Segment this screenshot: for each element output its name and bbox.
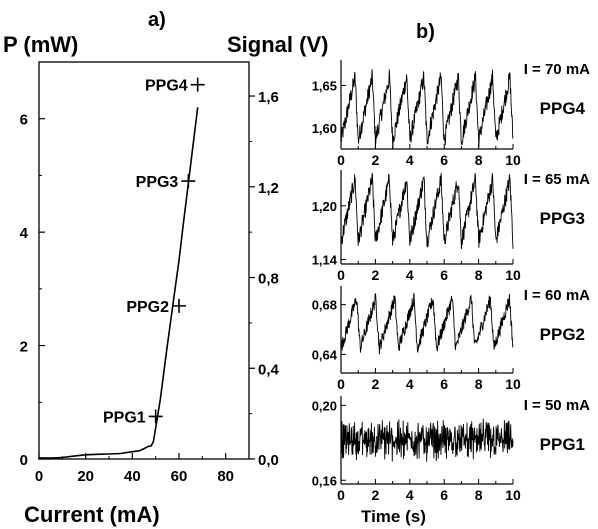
panel-b-current-label: I = 60 mA	[524, 287, 590, 304]
panel-b-xtick-label: 2	[372, 376, 380, 392]
panel-a-ytick-label: 4	[20, 225, 29, 242]
panel-a-ylabel: P (mW)	[3, 32, 78, 57]
panel-b-xlabel: Time (s)	[361, 507, 426, 526]
panel-a-xtick-label: 80	[217, 468, 234, 485]
panel-b-ytick-label: 0,64	[312, 347, 338, 362]
panel-b-xtick-label: 10	[505, 152, 521, 168]
panel-b-plots: 0 2 4 6 8 10 1,60 1,65 I = 70 mA PPG4 0 2 4 6 8 10 1,14 1…	[312, 60, 590, 503]
panel-a-ytick-label: 6	[20, 112, 28, 129]
panel-b-xtick-label: 10	[505, 376, 521, 392]
panel-a-marker-label: PPG3	[136, 174, 179, 191]
panel-a-marker	[148, 409, 163, 424]
panel-b-xtick-label: 2	[372, 487, 380, 503]
panel-b-signal-trace	[340, 293, 514, 355]
panel-b-xtick-label: 0	[337, 376, 345, 392]
panel-b-ytick-label: 0,20	[312, 398, 337, 413]
panel-a-y2tick-label: 0,4	[258, 361, 280, 378]
panel-b-xtick-label: 2	[372, 152, 380, 168]
panel-b-xtick-label: 0	[337, 487, 345, 503]
panel-b-ytick-label: 1,14	[312, 253, 338, 268]
panel-a-xlabel: Current (mA)	[24, 502, 160, 527]
panel-a-y2tick-label: 0,8	[258, 271, 279, 288]
panel-b-xtick-label: 8	[475, 267, 483, 283]
panel-b-ytick-label: 1,20	[312, 199, 337, 214]
panel-b-xtick-label: 10	[505, 267, 521, 283]
panel-b-sample-label: PPG2	[540, 325, 585, 344]
panel-b-xtick-label: 8	[475, 152, 483, 168]
panel-b-xtick-label: 8	[475, 487, 483, 503]
panel-b-xtick-label: 6	[440, 152, 448, 168]
panel-b-sample-label: PPG1	[540, 435, 585, 454]
panel-a-xtick-label: 40	[124, 468, 141, 485]
panel-a-marker	[190, 77, 205, 92]
panel-b-current-label: I = 70 mA	[524, 61, 590, 78]
panel-b-xtick-label: 4	[406, 487, 414, 503]
panel-a-y2tick-label: 1,2	[258, 180, 279, 197]
panel-b-xtick-label: 2	[372, 267, 380, 283]
panel-b-signal-trace	[340, 172, 514, 250]
panel-b-ytick-label: 0,16	[312, 473, 337, 488]
panel-b-xtick-label: 4	[406, 267, 414, 283]
panel-a-ytick-label: 2	[20, 339, 28, 356]
panel-b-xtick-label: 4	[406, 152, 414, 168]
panel-b-xtick-label: 0	[337, 267, 345, 283]
panel-b-xtick-label: 4	[406, 376, 414, 392]
panel-b-current-label: I = 65 mA	[524, 171, 590, 188]
panel-a-plot: 0 20 40 60 80 0 2 4 6 0,0 0,4 0,8 1,2 1,6 PPG1 PPG2 PPG3…	[20, 61, 280, 485]
panel-a-text: a) P (mW) Signal (V) Current (mA)	[3, 9, 328, 527]
panel-b-signal-trace	[340, 418, 514, 462]
panel-a-xtick-label: 60	[171, 468, 188, 485]
panel-b-xtick-label: 8	[475, 376, 483, 392]
panel-b-xtick-label: 6	[440, 376, 448, 392]
panel-b-signal-trace	[340, 69, 514, 148]
panel-a-marker	[172, 298, 186, 313]
panel-b-ytick-label: 0,68	[312, 298, 337, 313]
panel-a-y2tick-label: 1,6	[258, 89, 279, 106]
panel-a-marker-label: PPG1	[103, 409, 146, 426]
panel-a-label: a)	[148, 9, 166, 31]
panel-b-ytick-label: 1,65	[312, 78, 337, 93]
panel-a-xtick-label: 20	[77, 468, 94, 485]
panel-a-y2tick-label: 0,0	[258, 452, 279, 469]
panel-a-power-curve	[38, 107, 199, 459]
panel-a-marker-label: PPG4	[145, 78, 188, 95]
panel-a-frame	[38, 61, 250, 460]
panel-a-marker	[181, 174, 196, 189]
panel-a-xtick-label: 0	[35, 468, 43, 485]
panel-b-xtick-label: 10	[505, 487, 521, 503]
panel-b-sample-label: PPG3	[540, 209, 585, 228]
panel-b-current-label: I = 50 mA	[524, 397, 590, 414]
panel-b-sample-label: PPG4	[540, 99, 586, 118]
panel-b-xtick-label: 6	[440, 487, 448, 503]
panel-b-ytick-label: 1,60	[312, 121, 337, 136]
panel-b-text: b) Time (s)	[361, 21, 435, 526]
panel-a-ytick-label: 0	[20, 452, 28, 469]
panel-a-marker-label: PPG2	[126, 299, 169, 316]
panel-b-xtick-label: 6	[440, 267, 448, 283]
panel-b-label: b)	[416, 21, 435, 43]
panel-b-xtick-label: 0	[337, 152, 345, 168]
panel-a-y2label: Signal (V)	[227, 32, 328, 57]
